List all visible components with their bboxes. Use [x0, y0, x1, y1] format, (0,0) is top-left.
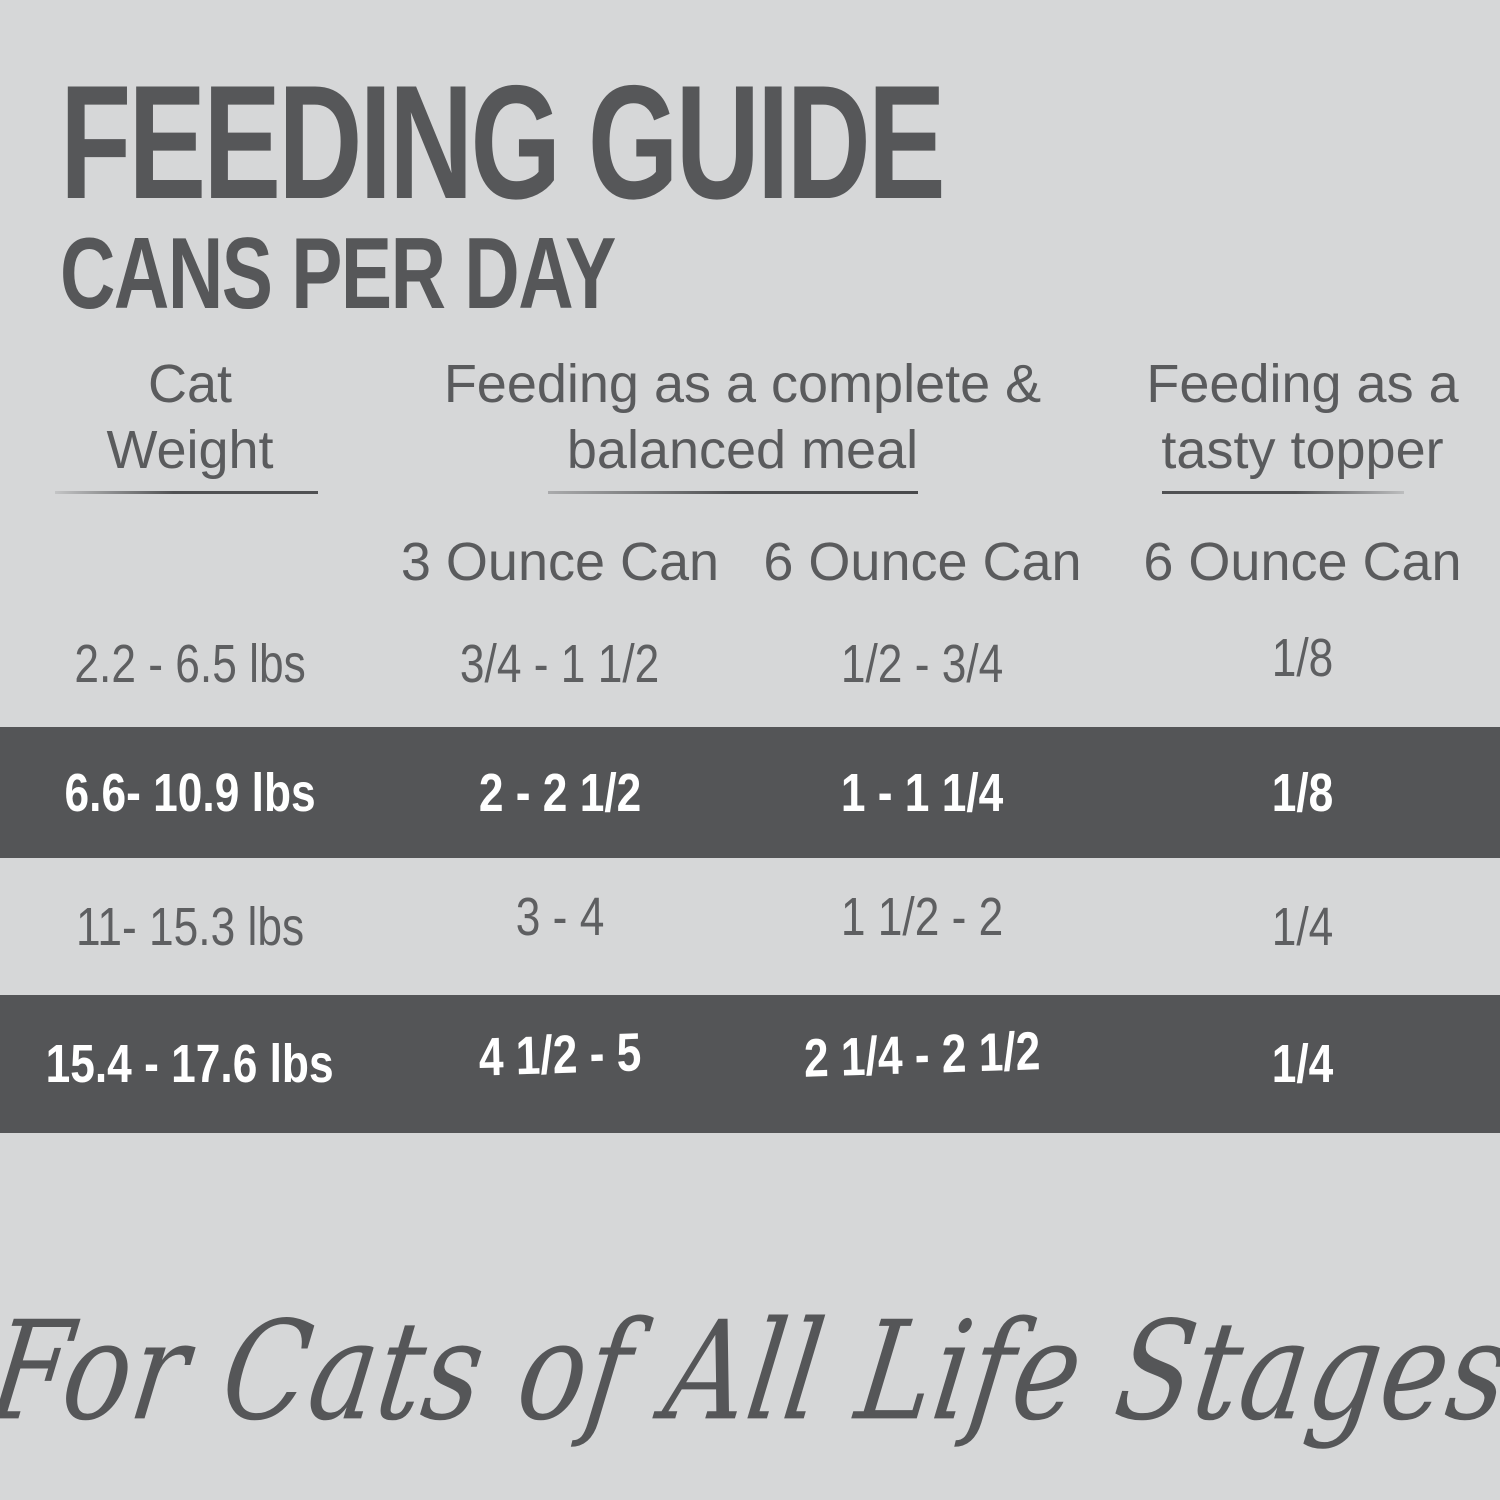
- cell-weight: 15.4 - 17.6 lbs: [0, 1033, 380, 1095]
- cell-value: 1 1/2 - 2: [841, 886, 1004, 947]
- cell-value: 2 1/4 - 2 1/2: [803, 1021, 1042, 1089]
- subheader-spacer: [0, 533, 380, 592]
- cell-value: 3/4 - 1 1/2: [460, 633, 660, 694]
- subheader-topper-6oz-can: 6 Ounce Can: [1143, 532, 1462, 592]
- table-row: 11- 15.3 lbs 3 - 4 1 1/2 - 2 1/4: [0, 858, 1500, 995]
- table-group-header-row: Cat Weight Feeding as a complete & balan…: [0, 352, 1500, 484]
- column-group-label-line: Cat: [147, 354, 233, 414]
- column-group-tasty-topper: Feeding as a tasty topper: [1105, 352, 1500, 484]
- cell-complete_6oz: 1/2 - 3/4: [740, 633, 1105, 695]
- cell-complete_6oz: 2 1/4 - 2 1/2: [740, 1021, 1105, 1095]
- cell-value: 2.2 - 6.5 lbs: [74, 633, 306, 694]
- cell-topper_6oz: 1/4: [1105, 896, 1500, 958]
- column-group-label-line: balanced meal: [566, 419, 919, 480]
- table-row: 15.4 - 17.6 lbs 4 1/2 - 5 2 1/4 - 2 1/2 1/4: [0, 995, 1500, 1133]
- cell-complete_3oz: 3/4 - 1 1/2: [380, 633, 740, 695]
- complete-meal-underline: [548, 491, 918, 494]
- cell-complete_3oz: 4 1/2 - 5: [380, 1022, 740, 1095]
- cell-topper_6oz: 1/4: [1105, 1033, 1500, 1095]
- subheader-3oz-can: 3 Ounce Can: [400, 532, 720, 592]
- cell-complete_6oz: 1 1/2 - 2: [740, 887, 1105, 958]
- cell-complete_6oz: 1 - 1 1/4: [740, 762, 1105, 824]
- subheader-6oz-can: 6 Ounce Can: [763, 532, 1082, 592]
- cell-value: 1/8: [1271, 627, 1334, 688]
- cell-value: 1/4: [1271, 1034, 1334, 1094]
- cell-weight: 2.2 - 6.5 lbs: [0, 633, 380, 695]
- cell-value: 6.6- 10.9 lbs: [64, 762, 316, 823]
- footer-script-text: For Cats of All Life Stages: [0, 1292, 1500, 1452]
- column-group-label-line: Weight: [106, 419, 274, 480]
- page-title: FEEDING GUIDE: [60, 52, 946, 233]
- cell-complete_3oz: 3 - 4: [380, 887, 740, 958]
- cell-complete_3oz: 2 - 2 1/2: [380, 762, 740, 824]
- cell-value: 1/8: [1271, 762, 1334, 823]
- table-body: 2.2 - 6.5 lbs 3/4 - 1 1/2 1/2 - 3/4 1/8 6.6-…: [0, 600, 1500, 1133]
- cell-value: 4 1/2 - 5: [478, 1022, 642, 1088]
- column-group-label-line: tasty topper: [1161, 419, 1444, 480]
- cell-value: 2 - 2 1/2: [478, 762, 642, 823]
- cell-value: 1 - 1 1/4: [841, 762, 1004, 823]
- cell-weight: 11- 15.3 lbs: [0, 896, 380, 958]
- column-group-complete-meal: Feeding as a complete & balanced meal: [380, 352, 1105, 484]
- cell-topper_6oz: 1/8: [1105, 762, 1500, 824]
- cell-value: 1/2 - 3/4: [841, 633, 1004, 694]
- table-subheader-row: 3 Ounce Can 6 Ounce Can 6 Ounce Can: [0, 532, 1500, 592]
- cell-value: 3 - 4: [515, 886, 605, 947]
- column-group-cat-weight: Cat Weight: [0, 352, 380, 484]
- cell-topper_6oz: 1/8: [1105, 628, 1500, 695]
- cell-value: 1/4: [1271, 896, 1334, 957]
- page-subtitle: CANS PER DAY: [60, 218, 616, 330]
- cat-weight-underline: [55, 491, 318, 494]
- tasty-topper-underline: [1162, 491, 1404, 494]
- table-row: 6.6- 10.9 lbs 2 - 2 1/2 1 - 1 1/4 1/8: [0, 727, 1500, 858]
- column-group-label-line: Feeding as a: [1146, 354, 1459, 414]
- cell-weight: 6.6- 10.9 lbs: [0, 762, 380, 824]
- table-row: 2.2 - 6.5 lbs 3/4 - 1 1/2 1/2 - 3/4 1/8: [0, 600, 1500, 727]
- cell-value: 11- 15.3 lbs: [75, 896, 305, 957]
- cell-value: 15.4 - 17.6 lbs: [46, 1034, 334, 1094]
- column-group-label-line: Feeding as a complete &: [443, 354, 1042, 414]
